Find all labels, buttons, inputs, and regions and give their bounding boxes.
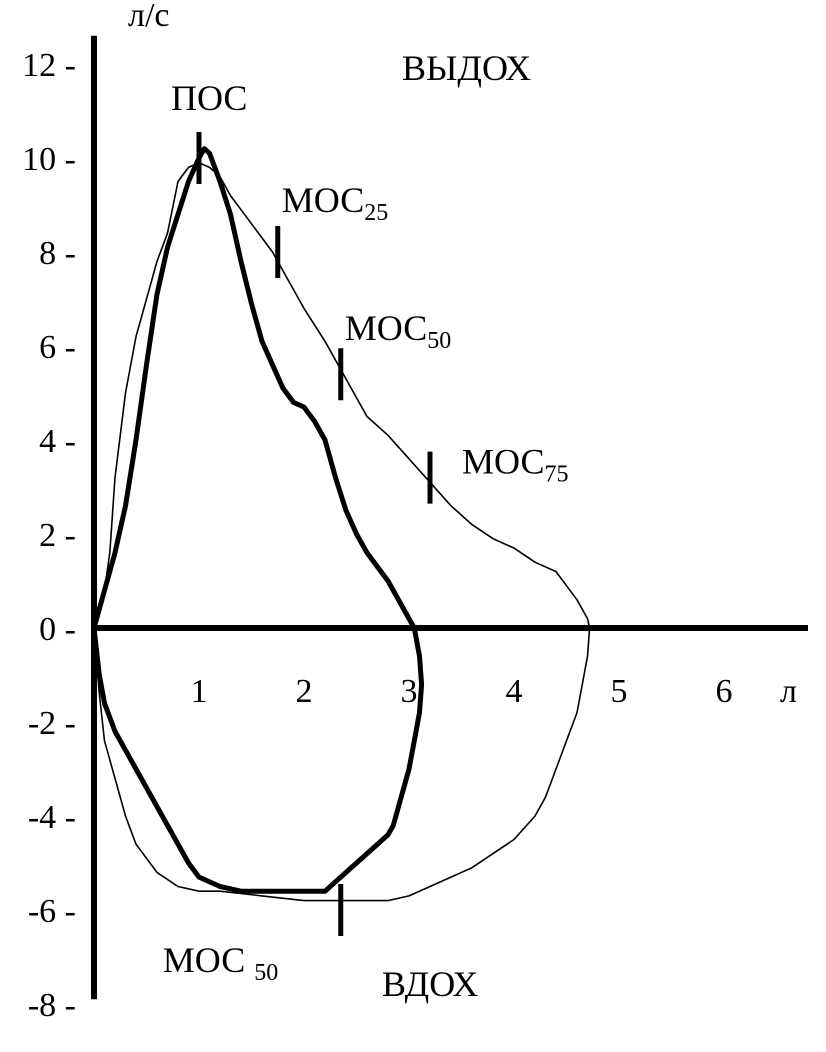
y-tick-label: 8 - bbox=[39, 235, 76, 272]
expiration-region-label: ВЫДОХ bbox=[402, 48, 531, 88]
y-tick-label: -4 - bbox=[28, 799, 76, 836]
series-line-thin bbox=[93, 161, 591, 902]
series-line-thick bbox=[91, 146, 425, 894]
y-axis-label: л/с bbox=[128, 0, 170, 34]
series-layer bbox=[91, 146, 591, 902]
x-tick-label: 2 bbox=[296, 673, 313, 710]
y-tick-label: 2 - bbox=[39, 517, 76, 554]
y-tick-labels: 12 - 10 - 8 - 6 - 4 - 2 - 0 - -2 - -4 - -6 - -8 - bbox=[22, 47, 76, 1024]
annotation-label: МОС25 bbox=[282, 180, 388, 226]
inspiration-region-label: ВДОХ bbox=[382, 964, 478, 1004]
annotation-label: МОС 50 bbox=[163, 940, 278, 986]
x-axis-label: л bbox=[780, 673, 797, 710]
x-tick-label: 5 bbox=[611, 673, 628, 710]
marker-layer: ПОС МОС25 МОС50 МОС75 МОС 50 bbox=[163, 78, 569, 986]
y-tick-label: 0 - bbox=[39, 611, 76, 648]
y-tick-label: -8 - bbox=[28, 987, 76, 1024]
annotation-label: МОС50 bbox=[345, 308, 451, 354]
y-tick-label: 4 - bbox=[39, 423, 76, 460]
x-tick-label: 6 bbox=[716, 673, 733, 710]
annotation-label: ПОС bbox=[171, 78, 247, 118]
annotation-label: МОС75 bbox=[462, 442, 568, 488]
x-tick-label: 1 bbox=[191, 673, 208, 710]
y-tick-label: 12 - bbox=[22, 47, 76, 84]
axes-layer bbox=[91, 35, 808, 1000]
x-tick-labels: 1 2 3 4 5 6 bbox=[191, 673, 733, 710]
y-tick-label: 10 - bbox=[22, 141, 76, 178]
y-tick-label: -2 - bbox=[28, 705, 76, 742]
y-tick-label: 6 - bbox=[39, 329, 76, 366]
x-tick-label: 4 bbox=[506, 673, 523, 710]
y-tick-label: -6 - bbox=[28, 893, 76, 930]
x-tick-label: 3 bbox=[401, 673, 418, 710]
